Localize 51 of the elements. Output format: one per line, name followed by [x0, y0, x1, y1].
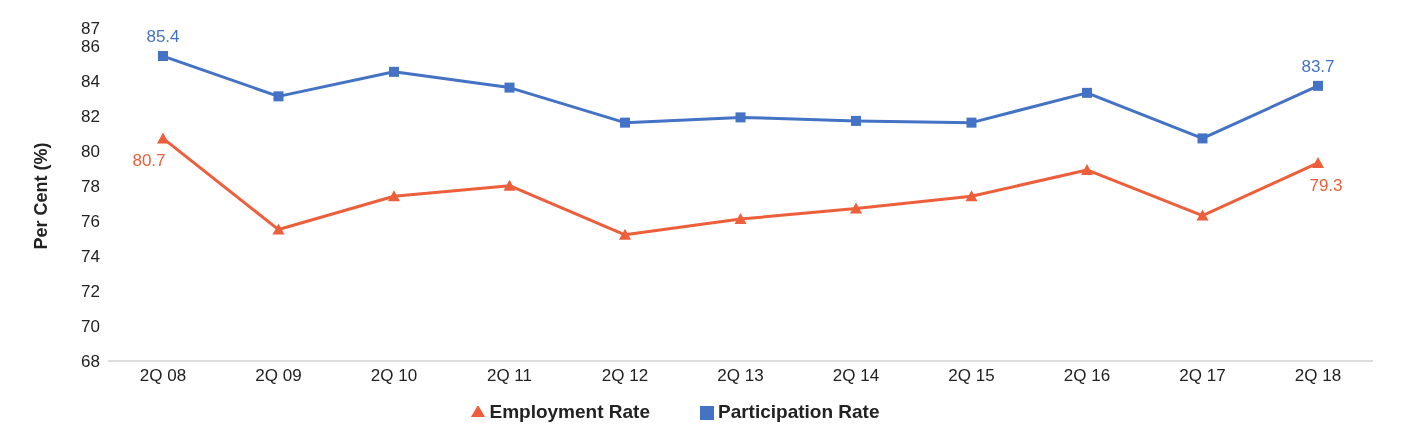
y-tick-label: 86: [81, 36, 100, 56]
x-tick-label: 2Q 15: [948, 366, 995, 386]
x-tick-label: 2Q 16: [1063, 366, 1111, 386]
point: [273, 91, 284, 102]
point: [1082, 87, 1092, 98]
data-label: 83.7: [1301, 56, 1335, 76]
data-label: 79.3: [1309, 175, 1343, 195]
point: [504, 82, 515, 93]
point: [272, 223, 285, 235]
point: [1313, 80, 1323, 91]
y-tick-label: 76: [81, 211, 100, 231]
x-tick-label: 2Q 18: [1294, 366, 1342, 386]
point: [503, 179, 516, 191]
point: [735, 112, 746, 123]
point: [389, 66, 399, 77]
y-tick-label: 84: [81, 71, 100, 91]
x-tick-label: 2Q 17: [1179, 366, 1226, 386]
y-tick-label: 68: [81, 352, 100, 372]
y-tick-label: 70: [81, 316, 100, 336]
point: [619, 228, 631, 240]
y-tick-label: 87: [81, 19, 100, 39]
x-tick-label: 2Q 09: [255, 366, 302, 386]
y-tick-label: 80: [81, 141, 100, 161]
point: [158, 51, 168, 62]
point: [1196, 209, 1209, 221]
x-tick-label: 2Q 12: [601, 366, 649, 386]
x-tick-label: 2Q 13: [717, 366, 764, 386]
y-tick-label: 72: [81, 281, 100, 301]
legend-label: Employment Rate: [489, 401, 650, 422]
point: [850, 202, 862, 214]
point: [734, 213, 747, 225]
x-tick-label: 2Q 11: [486, 366, 533, 386]
point: [1197, 133, 1208, 144]
point: [851, 115, 861, 126]
data-label: 85.4: [146, 27, 180, 47]
point: [1081, 163, 1093, 175]
point: [388, 190, 400, 202]
data-label: 80.7: [132, 151, 166, 171]
y-tick-label: 78: [81, 176, 100, 196]
x-tick-label: 2Q 10: [370, 366, 418, 386]
point: [1312, 156, 1324, 168]
y-tick-label: 74: [81, 246, 100, 266]
legend-label: Participation Rate: [717, 401, 880, 422]
point: [965, 190, 978, 202]
x-tick-label: 2Q 14: [832, 366, 880, 386]
point: [966, 117, 977, 128]
y-axis-title: Per Cent (%): [31, 142, 52, 250]
y-tick-label: 82: [81, 106, 100, 126]
point: [620, 117, 630, 128]
point: [157, 132, 169, 144]
x-tick-label: 2Q 08: [139, 366, 187, 386]
